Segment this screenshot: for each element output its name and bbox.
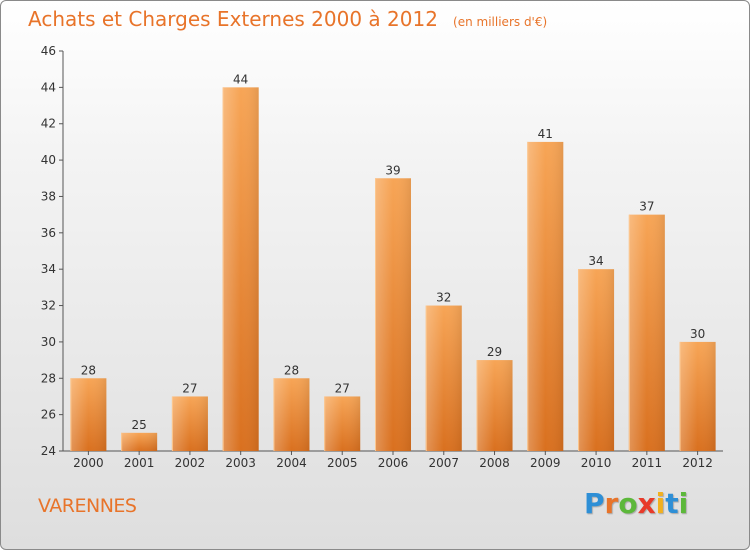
commune-name: VARENNES xyxy=(38,495,137,517)
y-tick-label: 42 xyxy=(41,117,56,131)
y-tick-label: 24 xyxy=(41,444,56,458)
x-tick-label: 2001 xyxy=(124,456,155,470)
y-tick-label: 38 xyxy=(41,189,56,203)
bar-value-label: 28 xyxy=(81,363,96,377)
bar-shade xyxy=(222,87,259,451)
bars: 28 25 27 44 28 27 39 32 29 41 34 37 30 xyxy=(70,72,716,452)
y-tick-label: 32 xyxy=(41,299,56,313)
bar-value-label: 32 xyxy=(436,291,451,305)
y-tick-label: 46 xyxy=(41,44,56,58)
x-tick-label: 2005 xyxy=(327,456,358,470)
y-tick-label: 26 xyxy=(41,408,56,422)
axes: 24 26 28 30 32 34 36 38 40 42 44 46 2000 2001 2002 2003… xyxy=(41,44,723,470)
x-tick-label: 2009 xyxy=(530,456,561,470)
logo-letter: o xyxy=(618,487,638,520)
bar-shade xyxy=(679,341,716,451)
logo-letter: r xyxy=(604,487,619,520)
bar-shade xyxy=(425,305,462,451)
x-tick-label: 2004 xyxy=(276,456,307,470)
chart-subtitle: (en milliers d'€) xyxy=(453,15,548,29)
bar-value-label: 41 xyxy=(538,127,553,141)
y-tick-label: 36 xyxy=(41,226,56,240)
chart-title: Achats et Charges Externes 2000 à 2012 xyxy=(28,7,438,31)
logo-letter: x xyxy=(637,487,656,520)
bar-value-label: 30 xyxy=(690,327,705,341)
x-tick-label: 2006 xyxy=(378,456,409,470)
chart-title-block: Achats et Charges Externes 2000 à 2012 (… xyxy=(28,7,547,31)
bar-value-label: 29 xyxy=(487,345,502,359)
bar-value-label: 39 xyxy=(385,163,400,177)
y-tick-label: 28 xyxy=(41,371,56,385)
bar-shade xyxy=(121,432,158,451)
bar-value-label: 28 xyxy=(284,363,299,377)
bar-shade xyxy=(375,178,411,452)
bar-value-label: 34 xyxy=(588,254,603,268)
bar-shade xyxy=(324,396,361,451)
bar-value-label: 27 xyxy=(182,381,197,395)
bar-shade xyxy=(70,378,107,451)
bar-shade xyxy=(578,269,615,451)
x-tick-label: 2002 xyxy=(175,456,206,470)
logo-letter: P xyxy=(584,487,605,520)
y-tick-label: 34 xyxy=(41,262,56,276)
logo-letter: i xyxy=(655,487,666,520)
x-tick-label: 2010 xyxy=(581,456,612,470)
x-tick-label: 2011 xyxy=(632,456,663,470)
bar-shade xyxy=(273,378,310,451)
logo-letter: i xyxy=(678,487,689,520)
x-tick-label: 2008 xyxy=(479,456,510,470)
bar-shade xyxy=(476,360,513,451)
y-tick-label: 30 xyxy=(41,335,56,349)
bar-value-label: 25 xyxy=(132,418,147,432)
x-tick-label: 2012 xyxy=(682,456,713,470)
bar-shade xyxy=(628,214,665,451)
bar-shade xyxy=(527,141,564,451)
x-tick-label: 2000 xyxy=(73,456,104,470)
proxiti-logo: Proxiti xyxy=(584,487,688,520)
y-tick-label: 40 xyxy=(41,153,56,167)
y-tick-label: 44 xyxy=(41,80,56,94)
bar-value-label: 44 xyxy=(233,72,248,86)
logo-letter: t xyxy=(665,487,679,520)
x-tick-label: 2003 xyxy=(225,456,256,470)
bar-value-label: 27 xyxy=(335,381,350,395)
bar-value-label: 37 xyxy=(639,200,654,214)
x-tick-label: 2007 xyxy=(428,456,459,470)
bar-shade xyxy=(171,396,208,451)
